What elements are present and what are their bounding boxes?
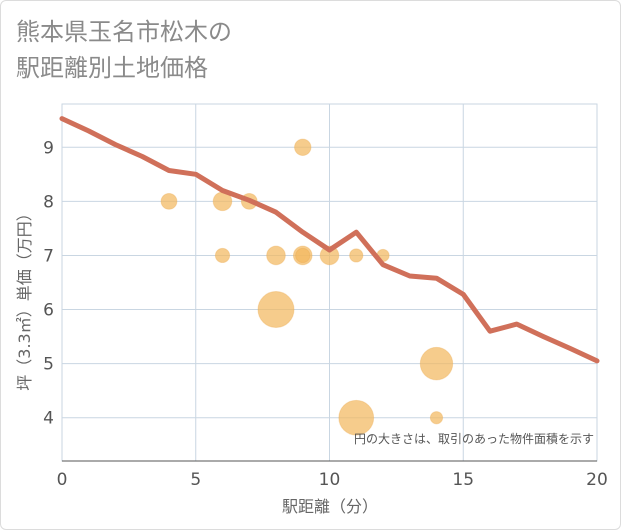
chart-title-line-1: 熊本県玉名市松木の	[16, 18, 232, 46]
x-tick-label: 15	[452, 470, 474, 490]
trend-line	[59, 116, 600, 364]
data-bubble	[214, 247, 231, 264]
data-bubble	[266, 245, 286, 266]
data-bubble	[294, 138, 312, 156]
x-tick-label: 5	[190, 470, 201, 490]
y-tick-label: 6	[43, 301, 54, 321]
y-tick-label: 8	[43, 192, 54, 212]
data-bubble	[319, 245, 340, 266]
bubbles-layer	[160, 138, 454, 436]
x-axis-label: 駅距離（分）	[282, 497, 378, 516]
y-tick-label: 4	[43, 409, 54, 429]
data-bubble	[338, 399, 375, 436]
y-tick-label: 5	[43, 355, 54, 375]
chart-title: 熊本県玉名市松木の 駅距離別土地価格	[16, 14, 536, 86]
data-bubble	[257, 291, 295, 329]
x-tick-label: 10	[319, 470, 341, 490]
data-bubble	[419, 346, 454, 381]
y-axis-label: 坪（3.3㎡）単価（万円）	[15, 205, 34, 390]
x-tick-label: 20	[586, 470, 608, 490]
data-bubble	[160, 192, 178, 210]
size-note: 円の大きさは、取引のあった物件面積を示す	[354, 431, 594, 446]
data-bubble	[429, 411, 444, 425]
y-tick-labels: 4 5 6 7 8 9	[43, 138, 54, 428]
y-tick-label: 7	[43, 246, 54, 266]
x-tick-labels: 0 5 10 15 20	[57, 470, 608, 490]
x-tick-label: 0	[57, 470, 68, 490]
data-bubble	[295, 247, 311, 264]
y-tick-label: 9	[43, 138, 54, 158]
data-bubble	[349, 248, 364, 263]
trend-layer	[59, 116, 600, 364]
chart-title-line-2: 駅距離別土地価格	[16, 54, 208, 82]
